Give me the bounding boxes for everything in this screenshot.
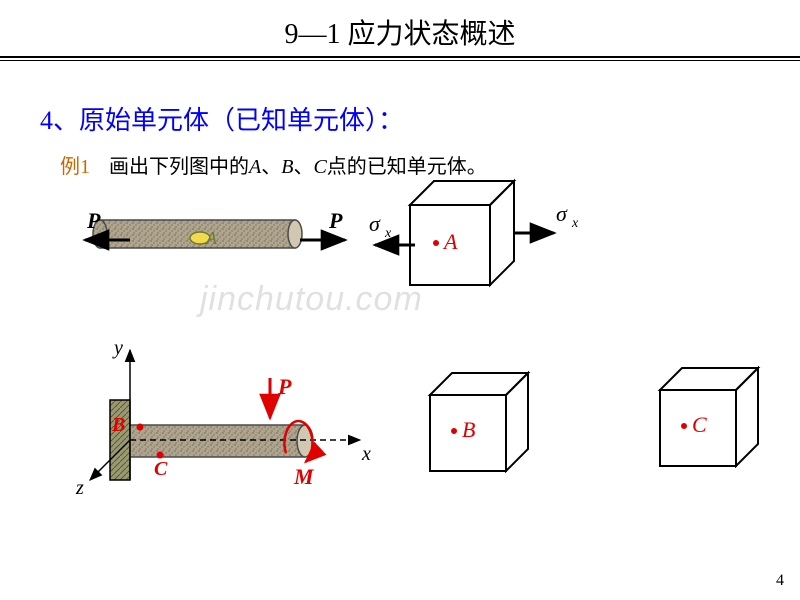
svg-text:P: P [86,208,101,233]
svg-text:z: z [75,477,84,499]
svg-text:x: x [384,226,392,241]
svg-text:P: P [328,208,343,233]
svg-text:B: B [111,414,125,436]
svg-text:x: x [361,443,371,465]
svg-text:C: C [692,412,707,437]
svg-text:P: P [277,374,292,399]
svg-text:B: B [462,417,475,442]
svg-text:M: M [293,464,315,489]
svg-text:y: y [112,337,123,359]
svg-text:A: A [205,228,218,248]
svg-text:A: A [442,229,458,254]
svg-text:C: C [154,458,168,480]
diagram-canvas: APPAσxσxxyzBCPMBC [0,0,800,600]
svg-text:σ: σ [369,211,381,236]
svg-text:x: x [571,216,579,231]
page-number: 4 [776,572,784,590]
svg-text:σ: σ [556,201,568,226]
